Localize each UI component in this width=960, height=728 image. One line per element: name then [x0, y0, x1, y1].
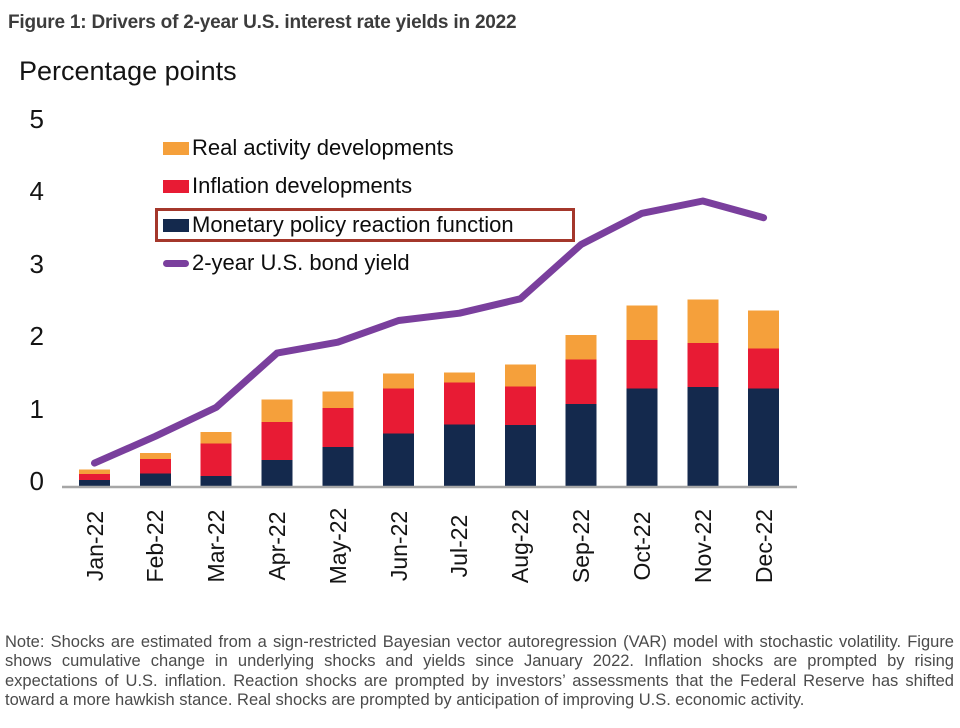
- y-axis-tick-label: 5: [29, 104, 44, 134]
- bar-segment: [383, 388, 415, 434]
- bar-segment: [322, 391, 354, 409]
- bar-segment: [626, 340, 658, 389]
- x-axis-tick-label: May-22: [324, 507, 351, 585]
- bar-segment: [687, 342, 719, 388]
- y-axis-tick-label: 4: [29, 176, 44, 207]
- bar-segment: [200, 476, 232, 487]
- x-axis-tick-label: Jul-22: [446, 514, 473, 578]
- bar-segment: [748, 348, 780, 389]
- bar-segment: [322, 447, 354, 487]
- legend-item-label: Inflation developments: [192, 173, 413, 198]
- bar-segment: [79, 474, 110, 480]
- x-axis-tick-label: Jan-22: [81, 510, 108, 582]
- bar-segment: [504, 424, 536, 487]
- legend-item-bond-yield: 2-year U.S. bond yield: [163, 248, 410, 278]
- figure-title: Figure 1: Drivers of 2-year U.S. interes…: [8, 12, 517, 33]
- bar-segment: [565, 403, 597, 487]
- legend-item-label: Monetary policy reaction function: [192, 212, 514, 237]
- bar-segment: [200, 443, 232, 477]
- bar-segment: [383, 433, 415, 487]
- bar-segment: [383, 373, 415, 389]
- bar-segment: [748, 310, 780, 349]
- bond-yield-line: [91, 197, 768, 467]
- legend-highlight-box: [155, 208, 575, 242]
- bar-segment: [139, 453, 171, 459]
- x-axis-tick-label: Feb-22: [142, 509, 169, 583]
- legend-item-label: Real activity developments: [192, 135, 454, 160]
- bar-segment: [565, 335, 597, 360]
- bar-segment: [200, 432, 232, 444]
- x-axis-tick-label: Aug-22: [507, 508, 534, 584]
- bar-segment: [565, 359, 597, 404]
- bond-yield-line-swatch-icon: [163, 259, 189, 267]
- bar-segment: [261, 399, 293, 422]
- bar-segment: [687, 387, 719, 487]
- y-axis-tick-label: 3: [29, 248, 44, 279]
- real-activity-swatch-icon: [163, 141, 189, 155]
- bar-segment: [139, 458, 171, 474]
- monetary-policy-swatch-icon: [163, 218, 189, 232]
- x-axis-tick-label: Dec-22: [750, 508, 777, 584]
- bar-segment: [444, 382, 475, 425]
- bar-segment: [504, 386, 536, 425]
- bar-segment: [261, 421, 293, 461]
- inflation-swatch-icon: [163, 179, 189, 193]
- bar-segment: [79, 479, 110, 487]
- bar-segment: [261, 460, 293, 487]
- legend-item-inflation: Inflation developments: [163, 171, 412, 201]
- bar-segment: [322, 408, 354, 448]
- bar-segment: [504, 364, 536, 387]
- bar-segment: [444, 372, 475, 383]
- x-axis-tick-label: Sep-22: [568, 508, 595, 584]
- y-axis-tick-label: 2: [29, 321, 44, 352]
- x-axis-tick-label: Apr-22: [263, 511, 290, 581]
- y-axis-title: Percentage points: [19, 56, 237, 86]
- y-axis-tick-label: 1: [29, 393, 44, 424]
- figure-note: Note: Shocks are estimated from a sign-r…: [5, 633, 954, 710]
- stacked-bar-line-chart-canvas: [62, 197, 797, 489]
- bar-segment: [687, 299, 719, 343]
- x-axis-tick-label: Mar-22: [203, 509, 230, 583]
- bar-segment: [79, 469, 110, 474]
- bar-segment: [626, 305, 658, 341]
- bar-segment: [626, 388, 658, 487]
- y-axis-tick-label: 0: [29, 466, 44, 496]
- bar-segment: [444, 424, 475, 487]
- bar-segment: [139, 473, 171, 487]
- x-axis-tick-label: Oct-22: [628, 511, 655, 581]
- legend-item-label: 2-year U.S. bond yield: [192, 250, 410, 275]
- x-axis-tick-label: Jun-22: [385, 510, 412, 582]
- x-axis-tick-label: Nov-22: [689, 508, 716, 584]
- legend-item-monetary-policy: Monetary policy reaction function: [163, 210, 514, 240]
- bar-segment: [748, 388, 780, 487]
- legend-item-real-activity: Real activity developments: [163, 133, 454, 163]
